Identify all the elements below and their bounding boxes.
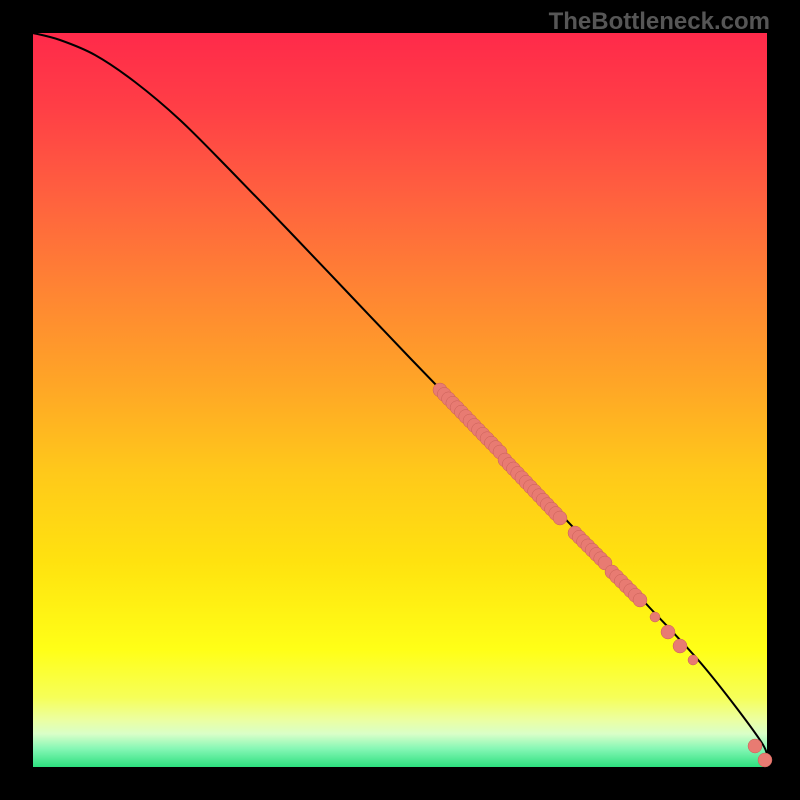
chart-stage: TheBottleneck.com <box>0 0 800 800</box>
border-left <box>0 0 33 800</box>
border-right <box>767 0 800 800</box>
plot-area <box>33 33 767 767</box>
border-bottom <box>0 767 800 800</box>
watermark-text: TheBottleneck.com <box>549 8 770 36</box>
